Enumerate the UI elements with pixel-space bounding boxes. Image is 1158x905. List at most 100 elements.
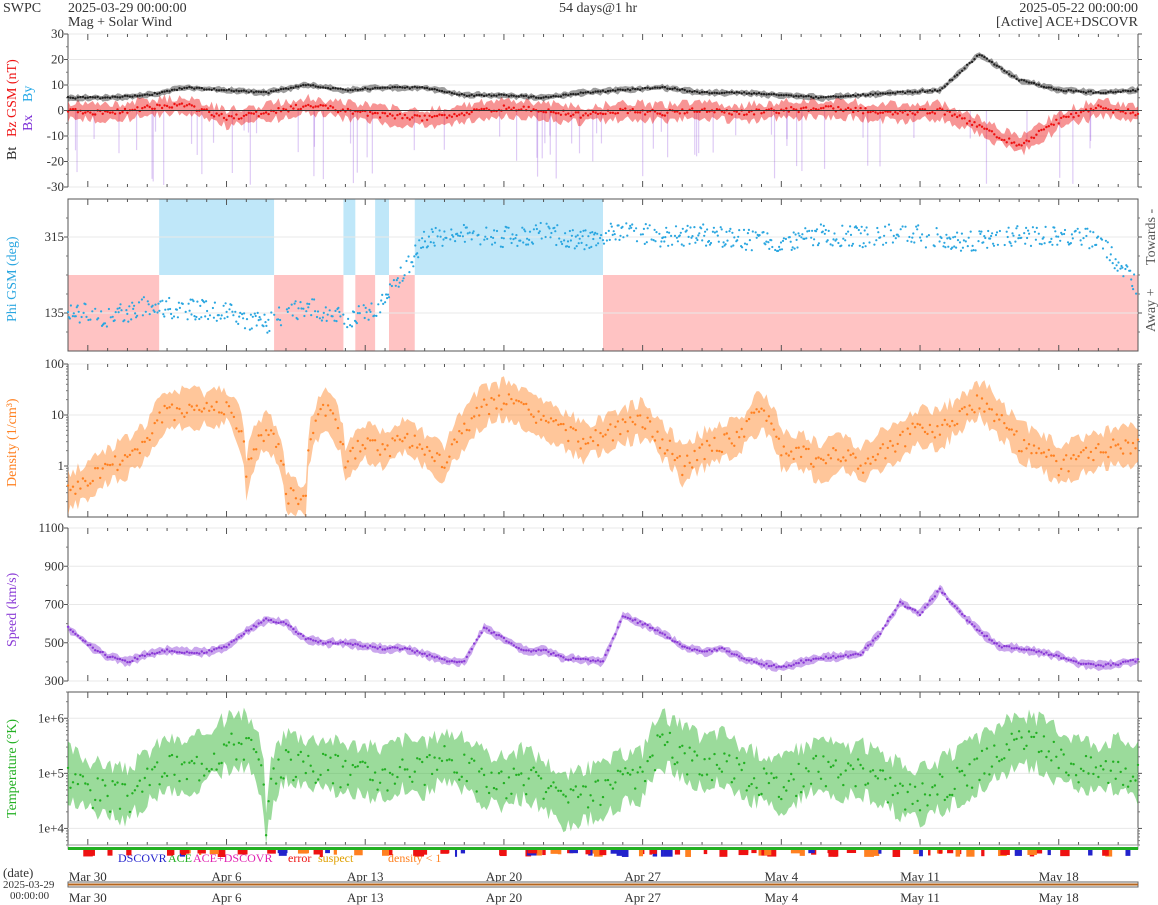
- phi-data-point: [293, 302, 296, 305]
- phi-data-point: [426, 245, 429, 248]
- panel-3-data-point: [534, 421, 538, 424]
- phi-data-point: [399, 266, 402, 269]
- panel-1-data-point: [324, 86, 327, 90]
- panel-1-data-point: [569, 114, 572, 118]
- panel-4-data-point: [284, 622, 288, 625]
- panel-4-data-point: [663, 633, 667, 636]
- panel-3-data-point: [458, 430, 461, 433]
- panel-1-data-point: [143, 93, 146, 96]
- phi-data-point: [401, 279, 404, 282]
- panel-1-data-point: [656, 112, 659, 115]
- panel-3-data-point: [1121, 452, 1125, 455]
- phi-data-point: [438, 229, 441, 232]
- panel-1-data-point: [113, 112, 117, 116]
- panel-1-data-point: [1052, 123, 1056, 127]
- phi-data-point: [1010, 244, 1013, 247]
- panel-3-data-point: [936, 425, 939, 428]
- panel-1-data-point: [1072, 116, 1075, 119]
- panel-1-data-point: [433, 114, 436, 118]
- phi-data-point: [161, 299, 164, 302]
- phi-data-point: [165, 300, 168, 303]
- panel-1-data-point: [661, 114, 664, 117]
- phi-data-point: [251, 315, 254, 318]
- phi-data-point: [847, 230, 850, 233]
- panel-3-ytick-label: 10: [51, 407, 64, 422]
- phi-data-point: [381, 293, 384, 296]
- panel-1-ytick-label: 0: [58, 103, 65, 118]
- phi-data-point: [485, 226, 488, 229]
- panel-1-data-point: [740, 92, 743, 95]
- panel-4-data-point: [1077, 662, 1080, 665]
- panel-1-data-point: [802, 106, 805, 110]
- panel-5-data-point: [294, 775, 298, 779]
- panel-5-data-point: [84, 782, 87, 785]
- phi-data-point: [1117, 261, 1120, 264]
- panel-5-data-point: [584, 785, 587, 788]
- phi-data-point: [882, 243, 885, 246]
- panel-4-data-point: [366, 646, 369, 649]
- panel-1-data-point: [822, 96, 825, 99]
- panel-5-data-point: [473, 759, 476, 762]
- phi-data-point: [642, 227, 646, 230]
- panel-1-data-point: [312, 84, 315, 87]
- panel-4-data-point: [975, 628, 979, 631]
- panel-1-data-point: [485, 94, 488, 97]
- phi-data-point: [726, 239, 729, 242]
- panel-5-data-point: [946, 795, 949, 799]
- panel-1-data-point: [128, 95, 132, 98]
- panel-3-data-point: [79, 487, 82, 490]
- panel-5-data-point: [118, 807, 122, 810]
- phi-data-point: [668, 231, 671, 234]
- panel-1-data-point: [232, 90, 236, 93]
- panel-4-data-point: [814, 657, 818, 660]
- panel-1-data-point: [723, 111, 726, 114]
- panel-4-data-point: [282, 620, 285, 624]
- panel-1-data-point: [336, 87, 340, 90]
- phi-data-point: [681, 227, 684, 230]
- panel-1-data-point: [329, 87, 332, 91]
- phi-data-point: [208, 314, 212, 317]
- panel-1-data-point: [869, 92, 872, 96]
- panel-1-data-point: [205, 88, 208, 91]
- panel-3-data-point: [205, 401, 208, 405]
- panel-1-data-point: [190, 86, 193, 89]
- panel-1-data-point: [918, 90, 922, 93]
- panel-4-data-point: [131, 659, 134, 663]
- panel-5-data-point: [713, 752, 716, 756]
- panel-5-data-point: [936, 793, 939, 796]
- panel-1-data-point: [416, 114, 419, 117]
- phi-data-point: [305, 310, 308, 313]
- panel-4-data-point: [317, 641, 320, 644]
- panel-1-ytick-label: 30: [51, 26, 64, 41]
- panel-1-data-point: [1027, 140, 1031, 143]
- panel-1-data-point: [1094, 106, 1098, 110]
- panel-5-data-point: [203, 774, 206, 777]
- panel-3-data-point: [743, 435, 746, 438]
- panel-1-data-point: [309, 105, 312, 108]
- panel-1-data-point: [1069, 89, 1073, 92]
- panel-1-data-point: [577, 92, 580, 96]
- phi-data-point: [901, 225, 904, 228]
- phi-data-point: [461, 235, 464, 238]
- phi-data-point: [1059, 239, 1062, 242]
- panel-3-data-point: [678, 455, 681, 458]
- phi-data-point: [916, 228, 919, 231]
- panel-5-data-point: [998, 759, 1001, 763]
- panel-1-data-point: [542, 96, 545, 99]
- phi-data-point: [457, 234, 460, 237]
- panel-3-data-point: [889, 439, 892, 443]
- panel-1-data-point: [953, 113, 956, 116]
- panel-3-range-band: [68, 376, 1138, 517]
- panel-1-data-point: [438, 89, 441, 93]
- panel-4-data-point: [225, 645, 228, 649]
- panel-4-data-point: [653, 629, 657, 632]
- phi-data-point: [459, 231, 463, 234]
- panel-1-data-point: [988, 129, 991, 132]
- panel-1-data-point: [631, 107, 634, 111]
- panel-4-data-point: [658, 631, 662, 634]
- phi-data-point: [553, 226, 556, 229]
- panel-1-data-point: [913, 113, 917, 116]
- phi-data-point: [580, 241, 583, 244]
- panel-3-data-point: [522, 402, 525, 406]
- panel-4-data-point: [525, 649, 528, 652]
